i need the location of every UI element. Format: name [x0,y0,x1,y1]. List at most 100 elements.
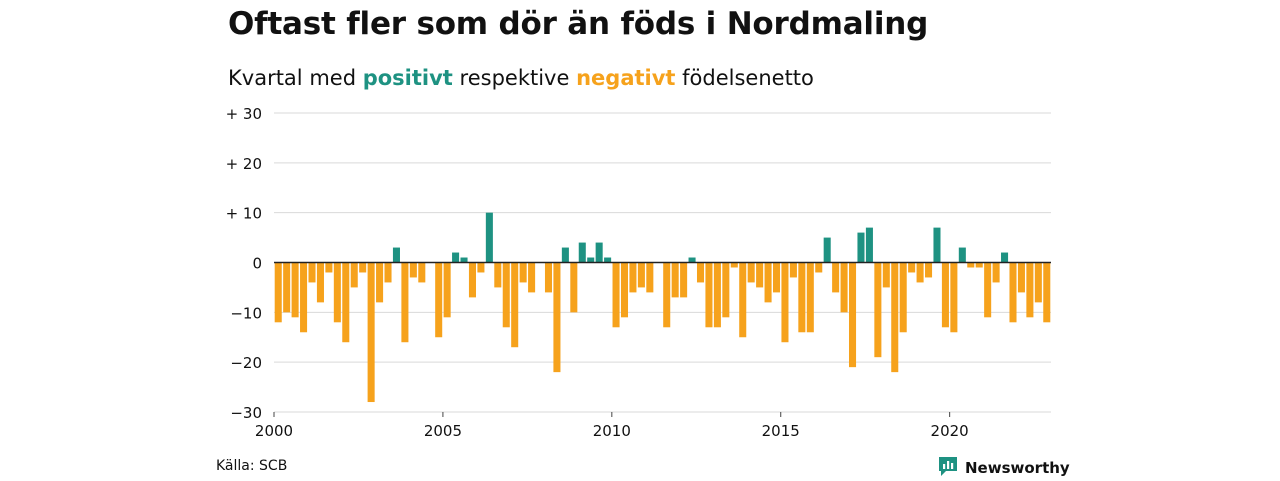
bar [713,262,721,328]
bar [376,262,384,303]
bar [688,257,696,263]
bar [325,262,333,273]
bar [730,262,738,268]
bar [646,262,654,293]
bar [789,262,797,278]
chart-subtitle: Kvartal med positivt respektive negativt… [228,66,814,90]
bar [1026,262,1034,318]
bar [604,257,612,263]
bar [933,227,941,263]
bar [477,262,485,273]
x-tick-label: 2015 [762,422,800,440]
bar [941,262,949,328]
bar [452,252,460,263]
bar [899,262,907,333]
bar [696,262,705,283]
bar [511,262,519,348]
y-tick-label: + 20 [226,155,262,173]
subtitle-positive-label: positivt [362,66,453,90]
bar [494,262,502,288]
bar [671,262,679,298]
subtitle-negative-label: negativt [576,66,676,90]
bar [747,262,755,283]
brand: Newsworthy [937,455,1070,481]
bar [333,262,341,323]
bar [528,262,536,293]
bar [815,262,823,273]
bar [908,262,916,273]
bar [967,262,975,268]
y-tick-label: −30 [230,404,262,422]
bar [958,247,966,263]
bar [806,262,814,333]
bar [925,262,933,278]
bar [291,262,299,318]
y-tick-label: −10 [230,304,262,322]
y-tick-label: + 10 [226,205,262,223]
y-tick-label: 0 [252,255,262,273]
bar [739,262,747,338]
bar [283,262,291,313]
bar [992,262,1000,283]
bar [384,262,392,283]
bar [629,262,637,293]
bar-layer [274,212,1051,403]
y-tick-label: + 30 [226,105,262,123]
source-note: Källa: SCB [216,458,288,474]
bar [637,262,645,288]
bar [570,262,578,313]
bar [578,242,586,263]
bar [274,262,282,323]
x-tick-label: 2005 [424,422,462,440]
bar [359,262,367,273]
chart-title: Oftast fler som dör än föds i Nordmaling [228,6,929,42]
bar [1009,262,1017,323]
bar [798,262,806,333]
bar [308,262,316,283]
bar [300,262,308,333]
bar [823,237,831,263]
x-tick-label: 2010 [593,422,631,440]
bar [882,262,890,288]
bar [1001,252,1009,263]
bar [350,262,358,288]
newsworthy-logo-icon [937,455,959,481]
bar [392,247,400,263]
bar [756,262,764,288]
bar [409,262,417,278]
bar [620,262,629,318]
y-tick-label: −20 [230,354,262,372]
bar [519,262,527,283]
bar [722,262,730,318]
bar [891,262,899,373]
bar [485,212,493,263]
bar [612,262,620,328]
bar [975,262,983,268]
brand-name: Newsworthy [965,459,1070,477]
bar [865,227,873,263]
bar [460,257,468,263]
bar [764,262,772,303]
bar [663,262,671,328]
bar [502,262,510,328]
bar [984,262,992,318]
subtitle-middle: respektive [459,66,570,90]
bar [781,262,789,343]
bar [772,262,781,293]
bar [874,262,882,358]
bar [832,262,840,293]
bar [342,262,350,343]
bar [950,262,958,333]
bar [1043,262,1051,323]
bar [316,262,324,303]
bar [435,262,443,338]
bar [468,262,476,298]
x-tick-label: 2020 [931,422,969,440]
bar [544,262,553,293]
x-tick-label: 2000 [255,422,293,440]
bar [553,262,561,373]
bar [418,262,426,283]
subtitle-suffix: födelsenetto [682,66,814,90]
